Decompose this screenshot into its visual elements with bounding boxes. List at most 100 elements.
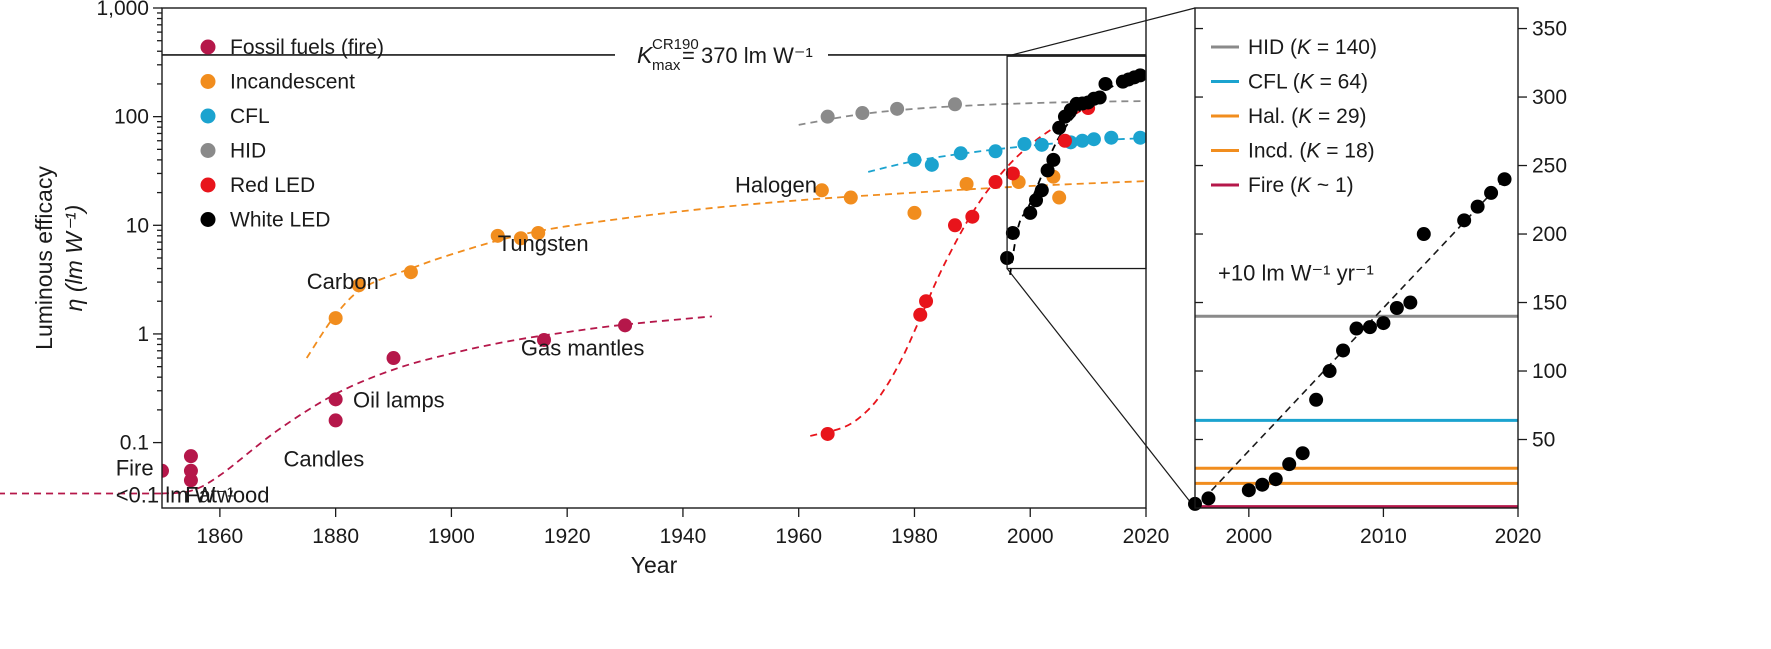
- y-axis-title-line1: Luminous efficacy: [31, 166, 57, 350]
- point-fossil-fuels-fire: [386, 351, 401, 366]
- legend-marker-hid: [200, 143, 216, 158]
- x-tick-label: 2000: [1007, 525, 1054, 548]
- x-tick-label: 1900: [428, 525, 475, 548]
- inset-trend-line: [1195, 178, 1506, 508]
- point-incandescent: [814, 183, 829, 198]
- annotation-tungsten: Tungsten: [498, 231, 589, 256]
- inset-x-tick-label: 2020: [1495, 525, 1542, 548]
- inset-point-white-led: [1362, 320, 1377, 335]
- inset-y-tick-label: 200: [1532, 223, 1567, 246]
- x-tick-label: 1860: [197, 525, 244, 548]
- kmax-label: K: [637, 42, 654, 68]
- point-red-led: [1005, 166, 1020, 181]
- legend-label-cfl: CFL: [230, 105, 270, 128]
- trend-curve-fossil-fuels-fire: [162, 315, 712, 495]
- legend-marker-fossil-fuels-fire: [200, 39, 216, 55]
- zoom-connector-top: [1006, 7, 1196, 57]
- point-fossil-fuels-fire: [328, 413, 343, 428]
- y-tick-label: 0.1: [120, 432, 149, 455]
- inset-point-white-led: [1376, 316, 1391, 331]
- legend-label-hid: HID: [230, 140, 266, 163]
- x-tick-label: 2020: [1123, 525, 1170, 548]
- point-red-led: [988, 175, 1003, 190]
- point-red-led: [919, 294, 934, 309]
- legend-marker-incandescent: [200, 74, 216, 89]
- inset-legend-label-cfl: CFL (K = 64): [1248, 71, 1368, 94]
- point-hid: [947, 97, 962, 112]
- inset-y-tick-label: 100: [1532, 360, 1567, 383]
- point-white-led: [1046, 152, 1061, 167]
- inset-point-white-led: [1389, 301, 1404, 315]
- y-tick-label: 1,000: [96, 0, 149, 20]
- x-axis-title: Year: [631, 552, 678, 578]
- kmax-subscript: max: [652, 57, 681, 74]
- point-cfl: [907, 152, 922, 167]
- legend-label-incandescent: Incandescent: [230, 71, 355, 94]
- inset-legend-label-hal: Hal. (K = 29): [1248, 105, 1367, 128]
- inset-legend-label-incd: Incd. (K = 18): [1248, 140, 1375, 163]
- point-white-led: [1133, 68, 1146, 83]
- inset-point-white-led: [1241, 483, 1256, 498]
- point-fossil-fuels-fire: [537, 332, 552, 347]
- inset-legend-label-hid: HID (K = 140): [1248, 36, 1377, 59]
- x-tick-label: 1940: [660, 525, 707, 548]
- point-incandescent: [1052, 190, 1067, 205]
- x-tick-label: 1920: [544, 525, 591, 548]
- y-axis-title-line2: η (lm W⁻¹): [61, 205, 87, 312]
- point-incandescent: [843, 190, 858, 205]
- inset-y-tick-label: 150: [1532, 292, 1567, 315]
- inset-point-white-led: [1322, 364, 1337, 379]
- point-white-led: [1034, 183, 1049, 198]
- inset-point-white-led: [1336, 343, 1351, 358]
- inset-point-white-led: [1309, 392, 1324, 407]
- inset-point-white-led: [1457, 213, 1472, 228]
- annotation-candles: Candles: [284, 447, 365, 472]
- trend-curve-red-led: [810, 105, 1089, 437]
- legend-label-red-led: Red LED: [230, 174, 315, 197]
- inset-x-tick-label: 2010: [1360, 525, 1407, 548]
- point-incandescent: [351, 278, 366, 293]
- inset-point-white-led: [1268, 472, 1283, 487]
- inset-legend-label-fire: Fire (K ~ 1): [1248, 174, 1354, 197]
- point-white-led: [1040, 163, 1055, 178]
- point-incandescent: [403, 265, 418, 280]
- point-hid: [855, 106, 870, 121]
- point-cfl: [1034, 137, 1049, 152]
- x-tick-label: 1960: [775, 525, 822, 548]
- point-incandescent: [490, 228, 505, 243]
- point-red-led: [965, 209, 980, 224]
- inset-point-white-led: [1295, 446, 1310, 461]
- point-red-led: [947, 218, 962, 233]
- inset-point-white-led: [1201, 491, 1216, 506]
- point-cfl: [953, 146, 968, 161]
- annotation-carbon: Carbon: [307, 269, 379, 294]
- legend-marker-white-led: [200, 212, 216, 227]
- point-hid: [890, 101, 905, 116]
- point-white-led: [1005, 225, 1020, 240]
- point-cfl: [1086, 132, 1101, 147]
- point-fossil-fuels-fire: [162, 463, 169, 478]
- point-white-led: [1098, 76, 1113, 91]
- zoom-connector-bottom: [1006, 268, 1196, 509]
- annotation-gas-mantles: Gas mantles: [521, 336, 645, 361]
- point-cfl: [1017, 137, 1032, 152]
- inset-chart: 2000 2010 2020 50 100 150 200 250 300 350 HID (K…: [1188, 7, 1567, 548]
- trend-curve-incandescent: [305, 180, 1146, 359]
- point-incandescent: [531, 225, 546, 240]
- point-fossil-fuels-fire: [183, 449, 198, 464]
- point-white-led: [1092, 90, 1107, 105]
- point-white-led: [1052, 120, 1067, 135]
- point-fossil-fuels-fire: [183, 463, 198, 478]
- inset-y-tick-label: 300: [1532, 86, 1567, 109]
- point-red-led: [913, 307, 928, 322]
- legend-label-fossil-fuels-fire: Fossil fuels (fire): [230, 36, 384, 59]
- point-cfl: [1075, 133, 1090, 148]
- point-white-led: [1023, 205, 1038, 220]
- inset-point-white-led: [1416, 227, 1431, 242]
- point-red-led: [820, 426, 835, 441]
- annotation-oil-lamps: Oil lamps: [353, 388, 445, 413]
- legend-marker-red-led: [200, 177, 216, 193]
- inset-trend-label: +10 lm W⁻¹ yr⁻¹: [1218, 261, 1374, 286]
- inset-point-white-led: [1255, 477, 1270, 492]
